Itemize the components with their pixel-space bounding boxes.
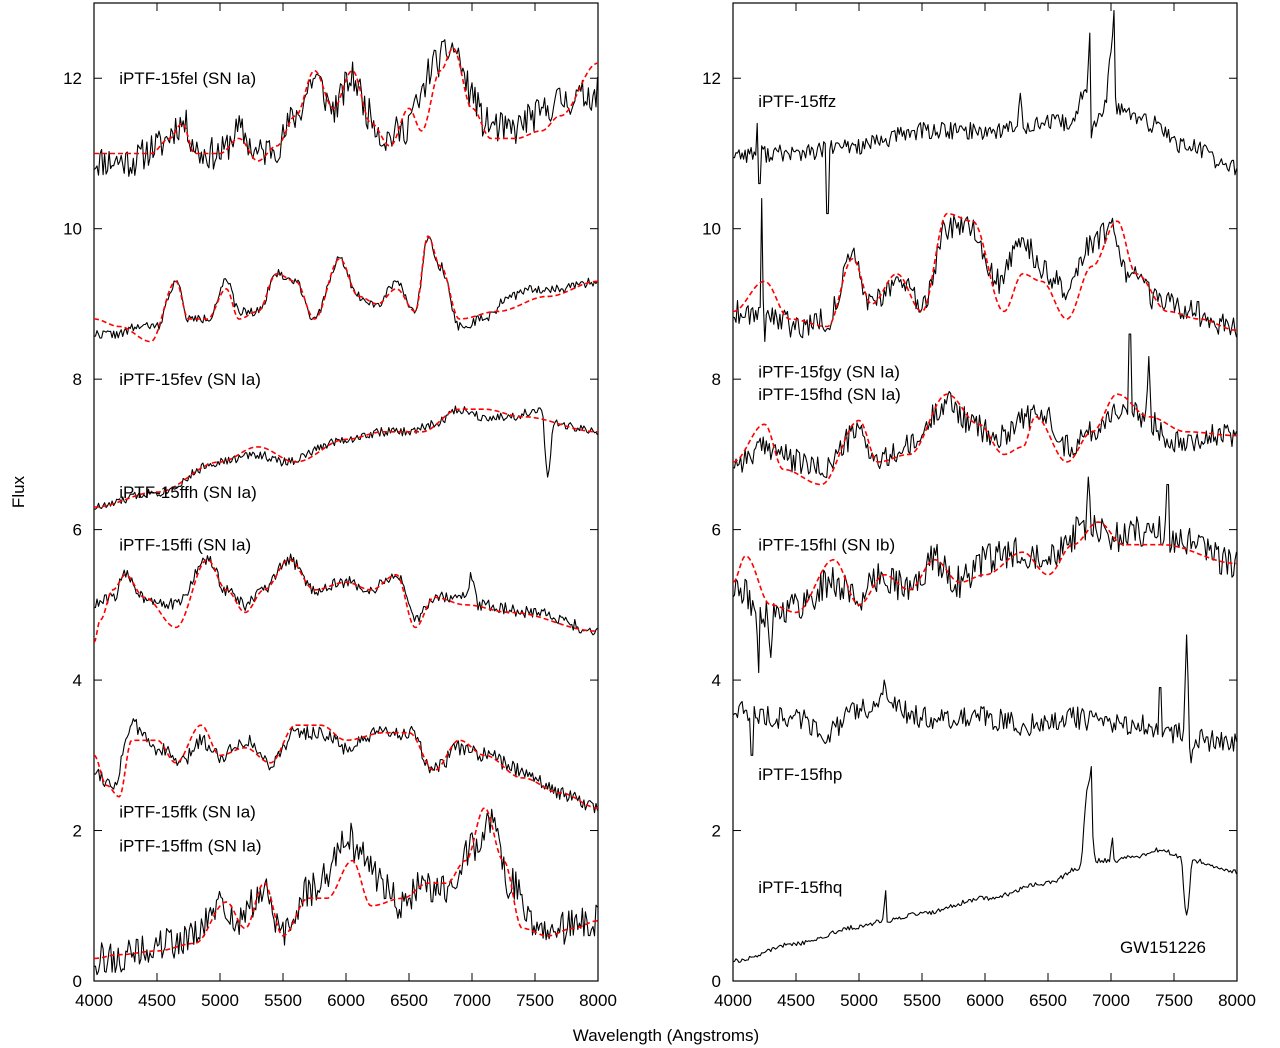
spectrum-label: iPTF-15fev (SN Ia)	[119, 370, 261, 389]
y-tick-label: 8	[712, 370, 721, 389]
x-tick-label: 4500	[138, 991, 176, 1010]
right-panel: 4000 4500 5000 5500 6000 6500 7000 7500 8000 0 2 4 6…	[702, 2, 1256, 1010]
x-tick-label: 6000	[966, 991, 1004, 1010]
template-fit-line	[94, 408, 598, 508]
x-tick-label: 5000	[201, 991, 239, 1010]
y-axis-title: Flux	[9, 475, 28, 508]
y-tick-label: 4	[712, 671, 721, 690]
y-tick-label: 0	[73, 972, 82, 991]
plot-frame	[732, 2, 1238, 982]
event-annotation: GW151226	[1120, 938, 1206, 957]
observed-spectrum-line	[733, 766, 1237, 963]
observed-spectrum-line	[94, 39, 598, 177]
observed-spectrum-line	[733, 476, 1237, 674]
y-tick-label: 0	[712, 972, 721, 991]
x-tick-label: 8000	[579, 991, 617, 1010]
x-tick-label: 7500	[516, 991, 554, 1010]
x-tick-label: 5000	[840, 991, 878, 1010]
template-fit-line	[94, 235, 598, 343]
spectrum-label: iPTF-15fgy (SN Ia)	[758, 363, 900, 382]
spectrum-label: iPTF-15ffm (SN Ia)	[119, 837, 261, 856]
left-panel: 4000 4500 5000 5500 6000 6500 7000 7500 8000 0 2 4 6…	[63, 2, 617, 1010]
spectrum-label: iPTF-15fhp	[758, 765, 842, 784]
x-tick-label: 6500	[1029, 991, 1067, 1010]
observed-spectrum-line	[733, 634, 1237, 764]
spectrum-label: iPTF-15ffi (SN Ia)	[119, 536, 251, 555]
spectrum-label: iPTF-15ffk (SN Ia)	[119, 803, 256, 822]
spectrum-label: iPTF-15ffh (SN Ia)	[119, 483, 257, 502]
template-fit-line	[94, 724, 598, 809]
spectrum-label: iPTF-15ffz	[758, 92, 836, 111]
spectrum-label: iPTF-15fhd (SN Ia)	[758, 385, 901, 404]
y-tick-label: 2	[73, 822, 82, 841]
observed-spectrum-line	[94, 236, 598, 339]
observed-spectrum-line	[94, 553, 598, 636]
x-tick-label: 8000	[1218, 991, 1256, 1010]
x-tick-label: 6000	[327, 991, 365, 1010]
x-tick-label: 7000	[1092, 991, 1130, 1010]
y-tick-label: 10	[702, 220, 721, 239]
observed-spectrum-line	[94, 808, 598, 976]
template-fit-line	[733, 521, 1237, 614]
x-tick-label: 6500	[390, 991, 428, 1010]
template-fit-line	[94, 807, 598, 960]
x-tick-label: 4500	[777, 991, 815, 1010]
template-fit-line	[733, 393, 1237, 486]
x-tick-label: 5500	[264, 991, 302, 1010]
y-tick-label: 2	[712, 822, 721, 841]
observed-spectrum-line	[94, 718, 598, 814]
observed-spectrum-line	[733, 9, 1237, 215]
x-tick-label: 4000	[75, 991, 113, 1010]
x-tick-label: 5500	[903, 991, 941, 1010]
x-tick-label: 7000	[453, 991, 491, 1010]
template-fit-line	[94, 558, 598, 643]
y-tick-label: 4	[73, 671, 82, 690]
template-fit-line	[94, 47, 598, 162]
y-tick-label: 12	[63, 69, 82, 88]
y-tick-label: 10	[63, 220, 82, 239]
template-fit-line	[733, 212, 1237, 332]
y-tick-label: 6	[712, 521, 721, 540]
observed-spectrum-line	[733, 333, 1237, 479]
spectrum-label: iPTF-15fhl (SN Ib)	[758, 536, 895, 555]
x-axis-title: Wavelength (Angstroms)	[573, 1026, 759, 1045]
plot-area	[733, 9, 1237, 963]
y-tick-label: 8	[73, 370, 82, 389]
spectrum-label: iPTF-15fhq	[758, 878, 842, 897]
observed-spectrum-line	[733, 198, 1237, 343]
y-tick-label: 12	[702, 69, 721, 88]
x-tick-label: 4000	[714, 991, 752, 1010]
plot-area	[94, 39, 598, 976]
y-tick-label: 6	[73, 521, 82, 540]
spectrum-label: iPTF-15fel (SN Ia)	[119, 69, 256, 88]
x-tick-label: 7500	[1155, 991, 1193, 1010]
